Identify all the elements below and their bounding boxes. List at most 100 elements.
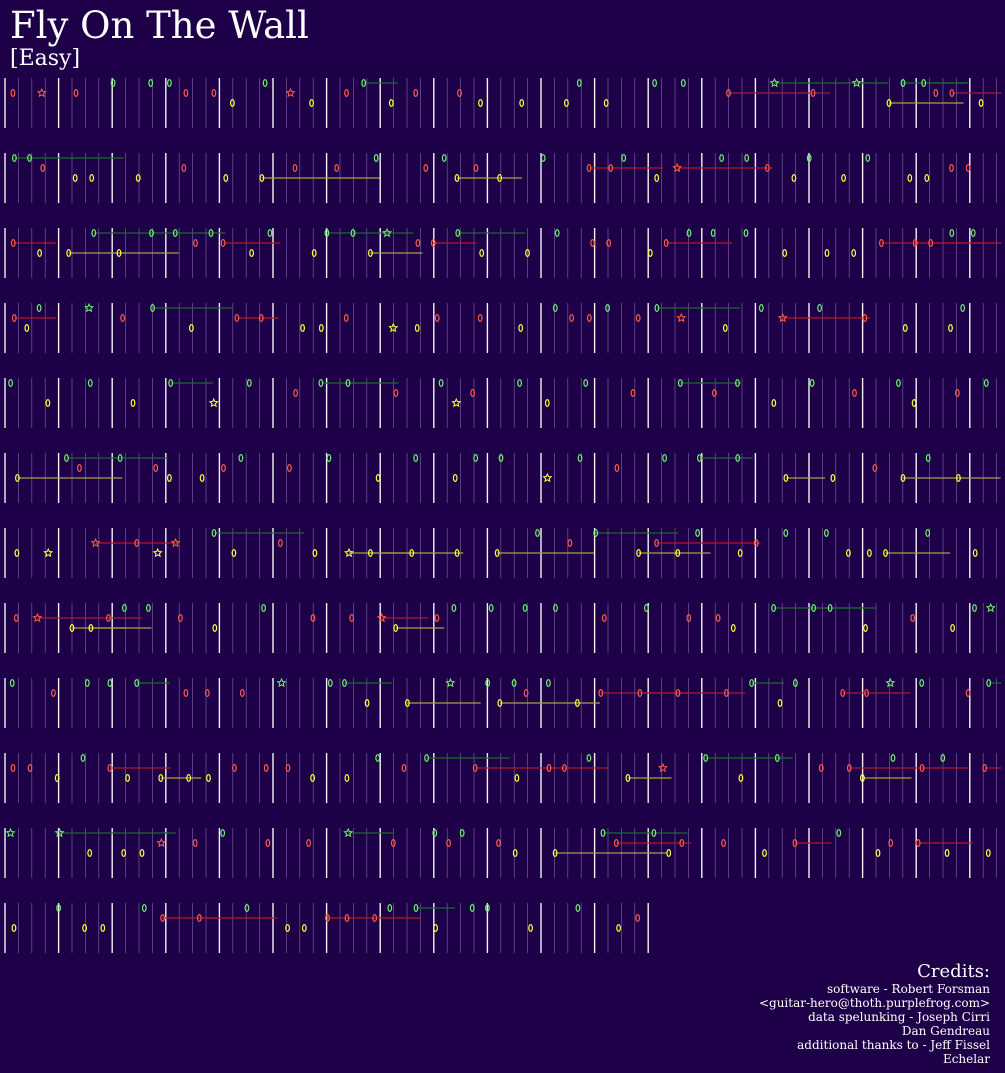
note-gem (342, 678, 347, 687)
note-gem (512, 848, 518, 857)
note-gem (231, 763, 237, 772)
star-note (451, 397, 462, 408)
star-note (90, 537, 101, 548)
difficulty-label: [Easy] (10, 46, 81, 71)
note-gem (666, 848, 672, 857)
note-gem (662, 454, 667, 463)
note-gem (220, 828, 226, 837)
note-gem (141, 903, 147, 912)
note-gem (211, 528, 217, 537)
note-gem (368, 548, 373, 557)
note-gem (777, 698, 783, 707)
note-gem (373, 154, 379, 163)
note-gem (311, 249, 317, 258)
note-gem (710, 229, 716, 238)
note-gem (40, 164, 46, 173)
note-gem (334, 164, 340, 173)
note-gem (446, 838, 452, 847)
note-gem (292, 164, 298, 173)
star-note (285, 87, 296, 98)
note-gem (211, 88, 217, 97)
note-gem (575, 903, 581, 912)
note-gem (562, 763, 567, 772)
note-gem (496, 838, 501, 847)
note-gem (652, 78, 657, 87)
note-gem (27, 154, 32, 163)
note-gem (9, 678, 15, 687)
note-gem (344, 88, 349, 97)
note-gem (494, 548, 500, 557)
note-gem (735, 454, 741, 463)
note-gem (433, 923, 439, 932)
note-gem (72, 174, 78, 183)
note-gem (614, 464, 620, 473)
note-gem (188, 324, 194, 333)
note-gem (635, 913, 641, 922)
note-gem (454, 174, 460, 183)
note-gem (409, 548, 415, 557)
note-gem (498, 454, 504, 463)
note-gem (312, 548, 318, 557)
note-gem (896, 379, 901, 388)
note-gem (949, 88, 955, 97)
note-gem (11, 314, 17, 323)
note-gem (576, 78, 582, 87)
credit-line-thanks-2: Echelar (942, 1052, 990, 1066)
star-note (769, 77, 780, 88)
note-gem (10, 88, 16, 97)
note-gem (675, 688, 681, 697)
note-gem (919, 678, 925, 687)
note-gem (824, 249, 830, 258)
note-gem (234, 314, 240, 323)
note-gem (497, 174, 503, 183)
note-gem (244, 903, 250, 912)
note-gem (636, 548, 641, 557)
note-gem (51, 688, 56, 697)
note-gem (221, 464, 226, 473)
note-gem (552, 304, 558, 313)
note-gem (430, 239, 436, 248)
note-gem (836, 828, 842, 837)
note-gem (695, 528, 700, 537)
note-gem (116, 249, 122, 258)
note-gem (598, 688, 604, 697)
star-note (388, 322, 399, 333)
note-gem (477, 314, 483, 323)
note-gem (14, 548, 20, 557)
note-gem (223, 174, 229, 183)
note-gem (738, 773, 744, 782)
note-gem (166, 474, 172, 483)
note-gem (577, 454, 583, 463)
note-gem (10, 239, 16, 248)
note-gem (811, 603, 816, 612)
star-note (276, 677, 287, 688)
note-gem (206, 773, 211, 782)
note-gem (66, 249, 72, 258)
star-note (170, 537, 181, 548)
note-gem (82, 923, 87, 932)
note-gem (841, 174, 846, 183)
note-gem (372, 913, 378, 922)
star-note (445, 677, 456, 688)
note-gem (434, 314, 440, 323)
note-gem (441, 154, 447, 163)
star-note (208, 397, 219, 408)
note-gem (423, 164, 429, 173)
note-gem (586, 753, 592, 762)
star-note (32, 612, 43, 623)
note-gem (630, 389, 636, 398)
note-gem (606, 239, 612, 248)
note-gem (955, 389, 960, 398)
note-gem (199, 474, 205, 483)
note-gem (387, 903, 393, 912)
credits: Credits: software - Robert Forsman <guit… (759, 962, 990, 1067)
credit-line-thanks: additional thanks to - Jeff Fissel (797, 1038, 990, 1052)
note-gem (712, 389, 717, 398)
note-gem (663, 239, 669, 248)
note-gem (535, 528, 540, 537)
note-gem (301, 923, 307, 932)
note-gem (677, 379, 683, 388)
note-gem (54, 773, 60, 782)
note-gem (56, 903, 61, 912)
note-gem (593, 528, 599, 537)
